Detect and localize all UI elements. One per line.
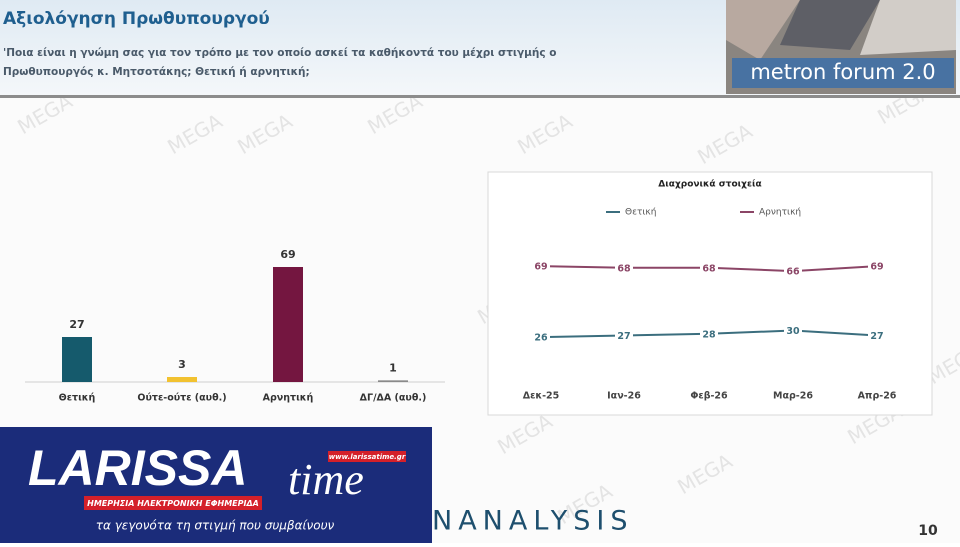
- x-tick-label: Θετική: [59, 393, 96, 404]
- larissa-logo: LARISSA time www.larissatime.gr ΗΜΕΡΗΣΙΑ…: [0, 427, 432, 543]
- label-bg: [700, 261, 718, 274]
- x-tick-label: Φεβ-26: [690, 391, 728, 402]
- charts: 27 Θετική 3 Ούτε-ούτε (αυθ.) 69 Αρνητική 1 ΔΓ/Δ…: [59, 179, 897, 404]
- value-label: 27: [69, 318, 84, 331]
- value-label: 3: [178, 358, 186, 371]
- x-tick-label: Ιαν-26: [607, 391, 641, 402]
- x-tick-label: Ούτε-ούτε (αυθ.): [137, 393, 226, 404]
- bar: [273, 267, 303, 382]
- logo-text: metron forum 2.0: [750, 60, 935, 84]
- label-bg: [868, 329, 886, 342]
- chart-title: Διαχρονικά στοιχεία: [658, 179, 761, 190]
- logo-name: time: [288, 455, 364, 504]
- x-tick-label: Μαρ-26: [773, 391, 813, 402]
- x-tick-label: Αρνητική: [263, 393, 314, 404]
- page-number: 10: [918, 523, 938, 539]
- label-bg: [868, 260, 886, 273]
- question: 'Ποια είναι η γνώμη σας για τον τρόπο με…: [3, 47, 556, 59]
- logo-url: www.larissatime.gr: [329, 453, 406, 461]
- logo: metron forum 2.0: [726, 0, 956, 94]
- label-bg: [615, 261, 633, 274]
- logo-name: LARISSA: [28, 440, 247, 496]
- bar: [378, 380, 408, 382]
- value-label: 68: [617, 263, 631, 274]
- value-label: 28: [702, 329, 716, 340]
- label-bg: [784, 265, 802, 278]
- value-label: 26: [534, 333, 548, 344]
- header-title: Αξιολόγηση Πρωθυπουργού: [3, 9, 270, 29]
- line-chart-frame: [487, 171, 933, 416]
- footer-brand: NANALYSIS: [432, 506, 634, 537]
- label-bg: [700, 327, 718, 340]
- label-bg: [615, 329, 633, 342]
- value-label: 30: [786, 326, 800, 337]
- value-label: 69: [280, 248, 295, 261]
- value-label: 27: [617, 331, 630, 342]
- question: Πρωθυπουργός κ. Μητσοτάκης; Θετική ή αρν…: [3, 66, 310, 78]
- x-tick-label: ΔΓ/ΔΑ (αυθ.): [360, 393, 427, 404]
- value-label: 69: [534, 262, 547, 273]
- label-bg: [532, 331, 550, 344]
- x-tick-label: Δεκ-25: [523, 391, 560, 402]
- legend-label: Θετική: [625, 208, 656, 218]
- x-tick-label: Απρ-26: [858, 391, 897, 402]
- label-bg: [784, 324, 802, 337]
- value-label: 66: [786, 267, 800, 278]
- label-bg: [532, 260, 550, 273]
- value-label: 27: [870, 331, 883, 342]
- bar: [167, 377, 197, 382]
- logo-banner: ΗΜΕΡΗΣΙΑ ΗΛΕΚΤΡΟΝΙΚΗ ΕΦΗΜΕΡΙΔΑ: [87, 499, 259, 508]
- value-label: 68: [702, 263, 716, 274]
- header-rule: [0, 95, 960, 98]
- value-label: 1: [389, 361, 397, 374]
- legend-label: Αρνητική: [759, 208, 801, 218]
- bar: [62, 337, 92, 382]
- value-label: 69: [870, 262, 883, 273]
- logo-tagline: τα γεγονότα τη στιγμή που συμβαίνουν: [96, 519, 335, 533]
